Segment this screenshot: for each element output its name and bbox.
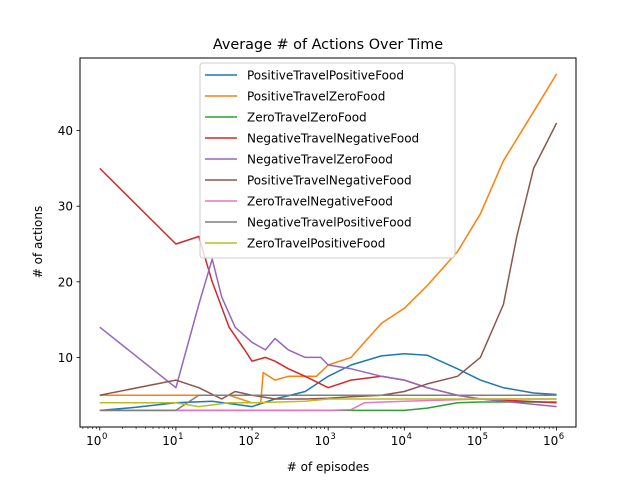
x-tick-exponent: 4 (406, 432, 411, 442)
x-axis-label: # of episodes (287, 460, 369, 474)
legend-label-3: NegativeTravelNegativeFood (247, 132, 419, 146)
series-line-4 (99, 258, 557, 408)
series-line-5 (99, 122, 558, 400)
legend: PositiveTravelPositiveFood PositiveTravel… (199, 62, 456, 259)
legend-label-7: NegativeTravelPositiveFood (247, 216, 412, 230)
y-tick-label: 30 (58, 200, 73, 214)
y-tick-label: 20 (58, 275, 73, 289)
x-tick-exponent: 3 (330, 432, 335, 442)
y-tick-label: 40 (58, 124, 73, 138)
legend-label-1: PositiveTravelZeroFood (247, 90, 385, 104)
legend-label-8: ZeroTravelPositiveFood (247, 237, 385, 251)
y-axis-label: # of actions (31, 206, 45, 278)
x-tick-exponent: 2 (254, 432, 259, 442)
legend-label-4: NegativeTravelZeroFood (247, 153, 393, 167)
legend-frame (199, 62, 456, 259)
series-line-7 (99, 394, 557, 412)
legend-label-0: PositiveTravelPositiveFood (247, 69, 404, 83)
legend-label-6: ZeroTravelNegativeFood (247, 195, 393, 209)
y-axis-ticks: 10 20 30 40 (58, 124, 80, 365)
x-tick-exponent: 5 (483, 432, 488, 442)
legend-label-5: PositiveTravelNegativeFood (247, 174, 412, 188)
series-layer (99, 73, 558, 412)
series-line-8 (99, 398, 557, 408)
x-tick-exponent: 1 (178, 432, 183, 442)
legend-label-2: ZeroTravelZeroFood (247, 111, 367, 125)
y-tick-label: 10 (58, 351, 73, 365)
chart-title: Average # of Actions Over Time (213, 37, 443, 53)
series-line-0 (99, 352, 557, 412)
series-line-6 (99, 398, 557, 412)
x-tick-exponent: 6 (559, 432, 564, 442)
x-tick-exponent: 0 (102, 432, 107, 442)
